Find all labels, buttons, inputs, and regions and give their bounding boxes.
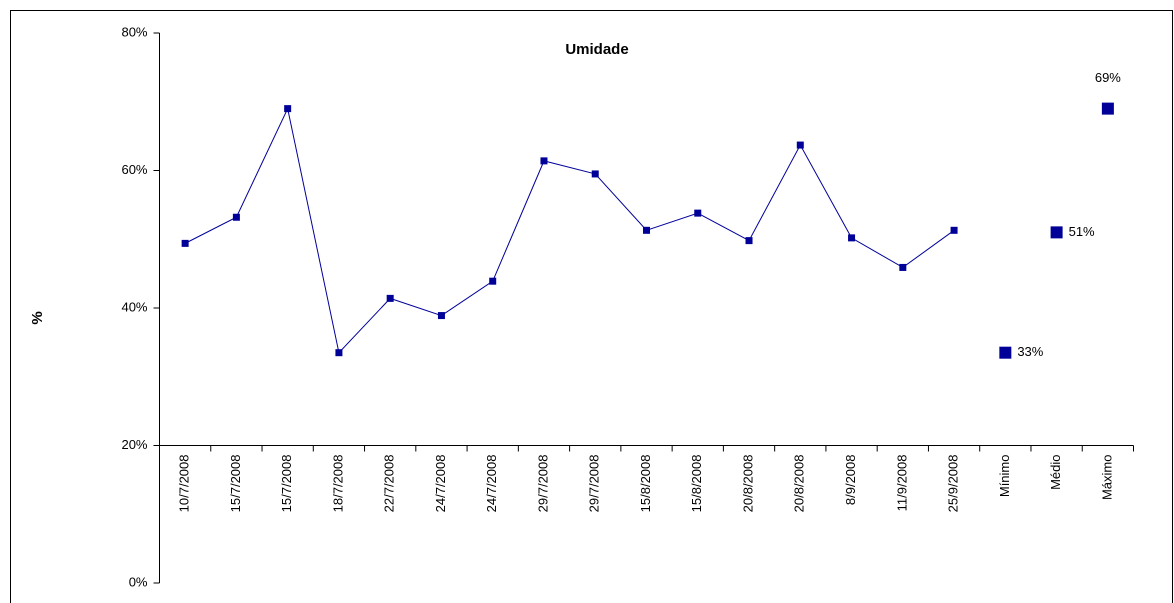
data-point: [232, 213, 240, 221]
y-tick-label: 40%: [121, 299, 147, 314]
x-tick-label: 10/7/2008: [177, 455, 192, 513]
x-tick-label: 24/7/2008: [484, 455, 499, 513]
x-tick-label: 18/7/2008: [330, 455, 345, 513]
data-point: [1050, 226, 1063, 239]
x-tick-label: 24/7/2008: [433, 455, 448, 513]
data-label: 51%: [1069, 224, 1095, 239]
data-point: [745, 237, 753, 245]
data-point: [181, 239, 189, 247]
x-tick-label: Máximo: [1099, 455, 1114, 501]
data-point: [284, 105, 292, 113]
x-tick-label: 29/7/2008: [535, 455, 550, 513]
x-tick-label: 20/8/2008: [792, 455, 807, 513]
x-tick-label: 22/7/2008: [382, 455, 397, 513]
data-point: [386, 294, 394, 302]
data-point: [540, 157, 548, 165]
y-axis-label: %: [29, 311, 46, 324]
data-point: [999, 346, 1012, 359]
data-label: 69%: [1095, 70, 1121, 85]
y-tick-label: 80%: [121, 24, 147, 39]
x-tick-label: 8/9/2008: [843, 455, 858, 506]
x-tick-label: 25/9/2008: [946, 455, 961, 513]
data-label: 33%: [1017, 344, 1043, 359]
data-point: [796, 141, 804, 149]
x-tick-label: 29/7/2008: [587, 455, 602, 513]
data-point: [643, 226, 650, 234]
x-tick-label: 15/7/2008: [228, 455, 243, 513]
chart-title: Umidade: [565, 41, 628, 58]
data-point: [489, 277, 497, 285]
x-tick-label: 15/7/2008: [279, 455, 294, 513]
series-line: [184, 107, 955, 354]
data-point: [437, 312, 445, 320]
data-point: [694, 209, 702, 217]
y-tick-label: 0%: [129, 574, 148, 589]
x-tick-label: Mínimo: [997, 454, 1012, 497]
data-point: [335, 349, 343, 357]
data-point: [1101, 102, 1114, 115]
chart-frame: [10, 10, 1173, 603]
x-tick-label: 15/8/2008: [638, 455, 653, 513]
y-tick-label: 20%: [121, 437, 147, 452]
data-point: [899, 263, 907, 271]
data-point: [950, 226, 958, 234]
x-tick-label: 11/9/2008: [894, 455, 909, 512]
data-point: [848, 234, 856, 242]
x-tick-label: 15/8/2008: [689, 455, 704, 513]
y-tick-label: 60%: [121, 162, 147, 177]
data-point: [591, 170, 599, 178]
x-tick-label: 20/8/2008: [740, 455, 755, 513]
x-tick-label: Médio: [1048, 455, 1063, 490]
